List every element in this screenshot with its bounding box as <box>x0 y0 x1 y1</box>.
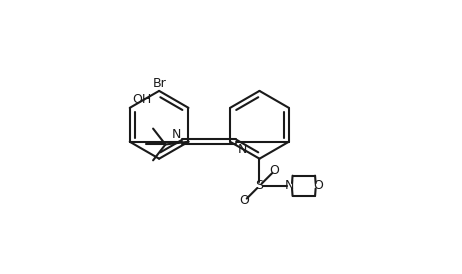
Text: N: N <box>285 179 294 192</box>
Text: O: O <box>313 179 323 192</box>
Text: O: O <box>269 164 280 177</box>
Text: S: S <box>255 179 263 192</box>
Text: N: N <box>238 142 247 156</box>
Text: OH: OH <box>133 93 152 107</box>
Text: N: N <box>171 128 181 141</box>
Text: Br: Br <box>152 76 166 90</box>
Text: O: O <box>240 194 249 207</box>
